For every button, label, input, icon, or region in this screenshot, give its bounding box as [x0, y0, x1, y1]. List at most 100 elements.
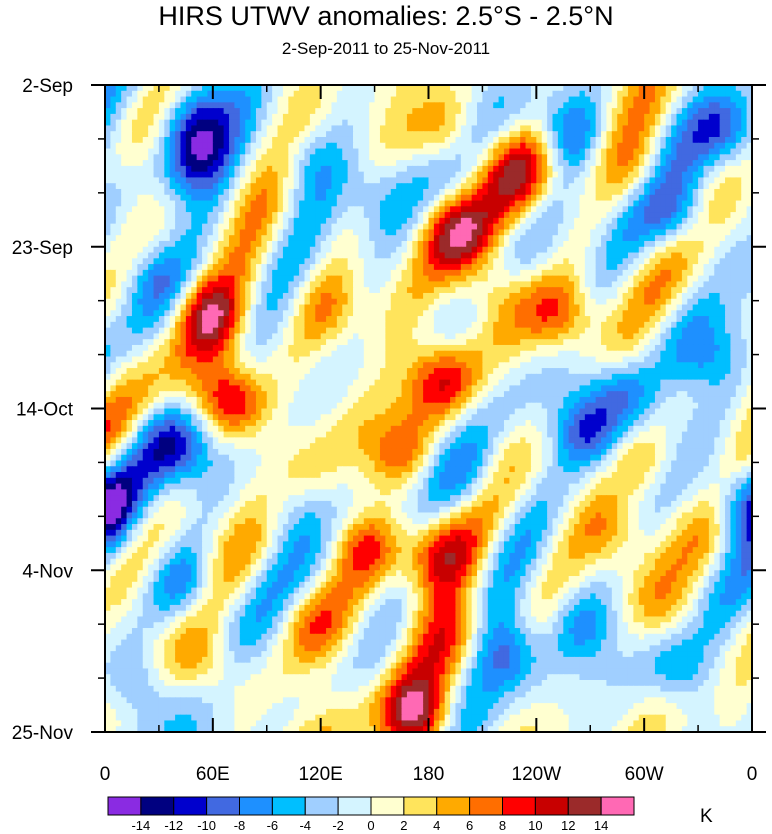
field-cell	[288, 252, 295, 259]
field-cell	[611, 252, 618, 259]
field-cell	[644, 229, 651, 236]
field-cell	[466, 136, 473, 144]
field-cell	[530, 212, 537, 219]
field-cell	[633, 223, 640, 231]
field-cell	[358, 171, 365, 179]
field-cell	[363, 264, 370, 271]
field-cell	[455, 85, 462, 92]
field-cell	[428, 177, 435, 184]
field-cell	[272, 292, 279, 300]
field-cell	[121, 183, 128, 190]
field-cell	[406, 142, 413, 150]
field-cell	[590, 235, 597, 242]
field-cell	[433, 240, 440, 248]
field-cell	[379, 160, 386, 167]
field-cell	[239, 206, 246, 213]
field-cell	[498, 240, 505, 248]
field-cell	[250, 287, 257, 294]
field-cell	[202, 188, 209, 196]
field-cell	[347, 108, 354, 115]
field-cell	[126, 125, 133, 132]
field-cell	[509, 223, 516, 231]
field-cell	[412, 142, 419, 150]
field-cell	[358, 194, 365, 202]
field-cell	[315, 96, 322, 103]
field-cell	[714, 206, 721, 213]
field-cell	[196, 131, 203, 138]
field-cell	[272, 223, 279, 231]
field-cell	[137, 310, 144, 317]
field-cell	[110, 235, 117, 242]
field-cell	[293, 131, 300, 138]
field-cell	[309, 240, 316, 248]
field-cell	[595, 154, 602, 161]
field-cell	[266, 142, 273, 150]
field-cell	[266, 108, 273, 115]
field-cell	[541, 281, 548, 288]
field-cell	[379, 252, 386, 259]
field-cell	[266, 258, 273, 265]
field-cell	[649, 281, 656, 288]
field-cell	[644, 310, 651, 317]
field-cell	[396, 212, 403, 219]
field-cell	[223, 96, 230, 103]
field-cell	[493, 136, 500, 144]
field-cell	[315, 310, 322, 317]
field-cell	[595, 177, 602, 184]
field-cell	[622, 252, 629, 259]
field-cell	[509, 148, 516, 155]
field-cell	[617, 316, 624, 323]
field-cell	[390, 304, 397, 311]
field-cell	[288, 269, 295, 277]
field-cell	[218, 96, 225, 103]
field-cell	[175, 200, 182, 207]
field-cell	[353, 310, 360, 317]
field-cell	[601, 316, 608, 323]
field-cell	[460, 217, 467, 225]
field-cell	[406, 200, 413, 207]
field-cell	[547, 217, 554, 225]
field-cell	[153, 96, 160, 103]
field-cell	[439, 298, 446, 306]
field-cell	[708, 258, 715, 265]
field-cell	[579, 183, 586, 190]
field-cell	[255, 321, 262, 329]
field-cell	[503, 269, 510, 277]
field-cell	[514, 246, 521, 254]
field-cell	[530, 96, 537, 103]
field-cell	[223, 316, 230, 323]
field-cell	[509, 310, 516, 317]
field-cell	[196, 287, 203, 294]
field-cell	[681, 200, 688, 207]
field-cell	[412, 298, 419, 306]
field-cell	[148, 310, 155, 317]
field-cell	[627, 136, 634, 144]
field-cell	[353, 131, 360, 138]
field-cell	[272, 85, 279, 92]
field-cell	[261, 246, 268, 254]
field-cell	[282, 252, 289, 259]
field-cell	[148, 96, 155, 103]
field-cell	[207, 316, 214, 323]
field-cell	[719, 246, 726, 254]
field-cell	[708, 142, 715, 150]
field-cell	[110, 90, 117, 98]
field-cell	[261, 269, 268, 277]
field-cell	[530, 108, 537, 115]
field-cell	[126, 119, 133, 127]
field-cell	[293, 96, 300, 103]
field-cell	[611, 235, 618, 242]
field-cell	[406, 264, 413, 271]
field-cell	[282, 316, 289, 323]
field-cell	[633, 90, 640, 98]
field-cell	[309, 113, 316, 121]
field-cell	[622, 229, 629, 236]
field-cell	[638, 240, 645, 248]
field-cell	[627, 316, 634, 323]
field-cell	[406, 90, 413, 98]
field-cell	[169, 269, 176, 277]
field-cell	[185, 142, 192, 150]
field-cell	[245, 229, 252, 236]
field-cell	[606, 119, 613, 127]
field-cell	[568, 275, 575, 283]
